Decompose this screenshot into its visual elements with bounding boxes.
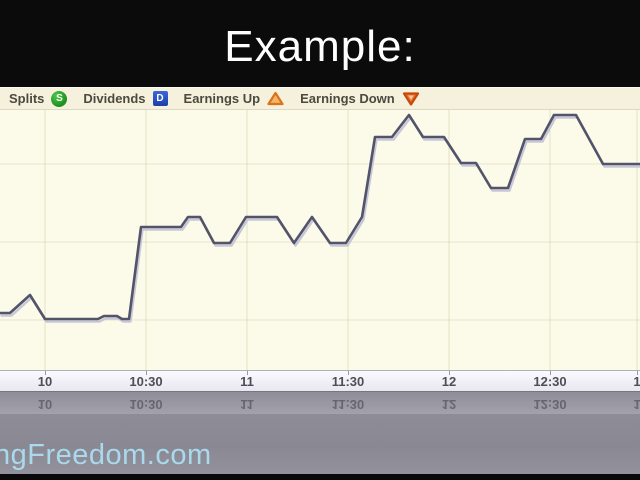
price-line [0, 116, 640, 323]
axis-label-reflection: 10:30 [129, 397, 163, 412]
axis-label: 10 [37, 374, 53, 389]
splits-icon: S [51, 90, 68, 107]
legend-item-splits[interactable]: Splits S [9, 90, 68, 107]
axis-tick [247, 371, 248, 375]
legend-item-dividends[interactable]: Dividends D [83, 91, 168, 106]
legend-label: Dividends [83, 91, 146, 106]
axis-label: 1 [633, 374, 640, 389]
legend-label: Earnings Up [183, 91, 261, 106]
bottom-black-strip [0, 474, 640, 480]
watermark-band: ngFreedom.com [0, 414, 640, 474]
axis-label: 12:30 [533, 374, 567, 389]
axis-tick [146, 371, 147, 375]
price-line [0, 113, 640, 321]
price-line-svg [0, 110, 640, 370]
legend-label: Earnings Down [300, 91, 395, 106]
axis-label: 11:30 [331, 374, 365, 389]
axis-tick [449, 371, 450, 375]
x-axis-bar: 10 10:30 11 11:30 12 12:30 1 [0, 370, 640, 392]
plot-area [0, 110, 640, 370]
axis-label-reflection: 11 [240, 397, 254, 412]
axis-label-reflection: 11:30 [331, 397, 365, 412]
earnings-up-icon [267, 91, 284, 106]
axis-tick [550, 371, 551, 375]
legend-label: Splits [9, 91, 45, 106]
axis-label: 11 [240, 374, 254, 389]
axis-tick [45, 371, 46, 375]
axis-label-reflection: 10 [37, 397, 53, 412]
title-band: Example: [0, 0, 640, 87]
chart-legend: Splits S Dividends D Earnings Up Earning… [0, 87, 640, 110]
watermark-url: ngFreedom.com [0, 439, 212, 471]
axis-tick [637, 371, 638, 375]
axis-label: 10:30 [129, 374, 163, 389]
axis-reflection-bar: 10 10:30 11 11:30 12 12:30 1 [0, 392, 640, 414]
legend-item-earnings-up[interactable]: Earnings Up [184, 91, 285, 106]
axis-label-reflection: 12 [441, 397, 457, 412]
earnings-down-icon [402, 91, 420, 107]
dividends-icon: D [152, 91, 168, 106]
slide-title: Example: [224, 22, 416, 71]
axis-label-reflection: 1 [633, 397, 640, 412]
legend-item-earnings-down[interactable]: Earnings Down [300, 91, 420, 107]
axis-label: 12 [441, 374, 457, 389]
axis-label-reflection: 12:30 [533, 397, 567, 412]
axis-tick [348, 371, 349, 375]
